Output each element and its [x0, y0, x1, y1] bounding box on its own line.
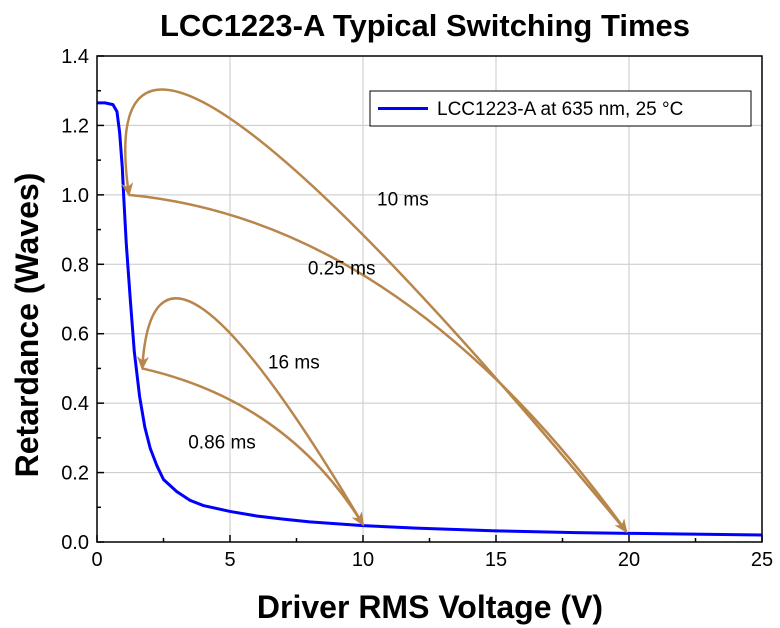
- annotation-arrow: [121, 88, 628, 533]
- y-tick-label: 0.4: [61, 393, 89, 415]
- annotation-arrow: [136, 297, 365, 526]
- x-tick-label: 5: [224, 549, 235, 571]
- x-tick-label: 10: [352, 549, 374, 571]
- annotation-arrow: [141, 367, 365, 527]
- x-axis-label: Driver RMS Voltage (V): [257, 589, 603, 625]
- legend-box: [369, 90, 752, 127]
- series-layer: [97, 101, 763, 537]
- x-tick-label: 15: [485, 549, 507, 571]
- annotation-label: 0.86 ms: [188, 432, 256, 453]
- y-tick-label: 0.8: [61, 254, 89, 276]
- series-line: [97, 101, 763, 537]
- x-tick-label: 0: [91, 549, 102, 571]
- x-tick-label: 20: [618, 549, 640, 571]
- y-tick-label: 1.2: [61, 115, 89, 137]
- x-tick-label: 25: [751, 549, 773, 571]
- axes: 0 5 10 15 20 25 0.0 0.2 0.4 0.6 0.8 1.0 1.2 1.4: [61, 46, 773, 571]
- grid: [97, 56, 762, 542]
- legend: LCC1223-A at 635 nm, 25 °C: [369, 90, 752, 127]
- y-tick-label: 0.2: [61, 463, 89, 485]
- y-tick-label: 0.6: [61, 324, 89, 346]
- plot-frame: [96, 55, 763, 543]
- annotation-label: 16 ms: [268, 352, 320, 373]
- annotation-label: 0.25 ms: [308, 259, 376, 280]
- annotation-label: 10 ms: [377, 189, 429, 210]
- annotations: 10 ms 0.25 ms 16 ms 0.86 ms: [121, 88, 628, 534]
- y-tick-label: 0.0: [61, 532, 89, 554]
- annotation-arrow: [128, 193, 628, 534]
- legend-entry: LCC1223-A at 635 nm, 25 °C: [437, 99, 683, 120]
- y-axis-label: Retardance (Waves): [9, 173, 45, 478]
- y-tick-label: 1.4: [61, 46, 89, 68]
- y-tick-label: 1.0: [61, 185, 89, 207]
- chart-title: LCC1223-A Typical Switching Times: [160, 8, 690, 43]
